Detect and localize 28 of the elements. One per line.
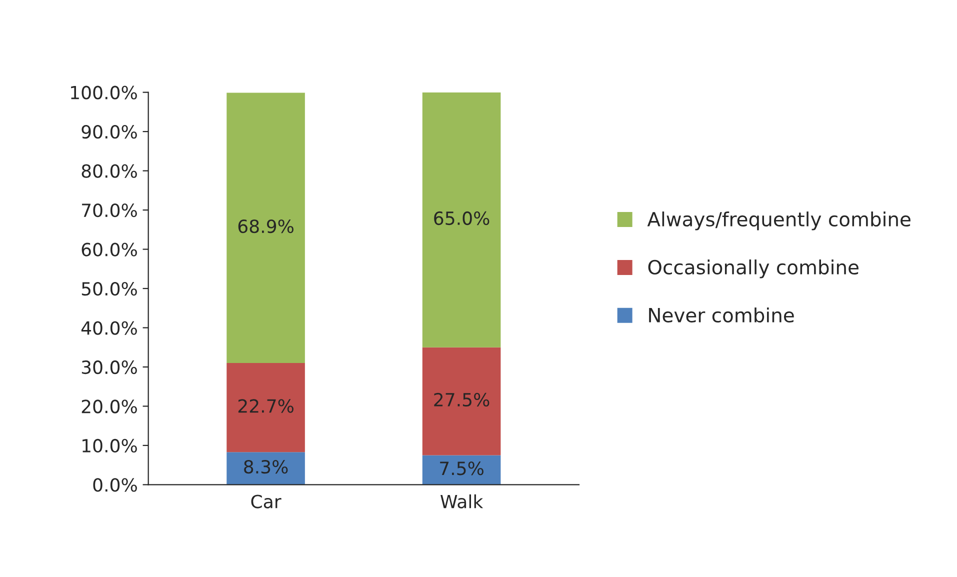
- y-tick-label: 0.0%: [93, 478, 137, 492]
- bar: [422, 92, 501, 348]
- x-tick-label: Car: [251, 494, 282, 508]
- x-tick-label: Walk: [440, 494, 484, 508]
- bar: [422, 455, 501, 485]
- y-tick-label: 20.0%: [82, 400, 137, 414]
- y-tick-label: 60.0%: [82, 242, 137, 256]
- legend-label: Never combine: [649, 307, 794, 323]
- y-tick-label: 40.0%: [81, 321, 137, 335]
- data-label: 65.0%: [434, 211, 490, 226]
- data-label: 27.5%: [434, 392, 490, 407]
- y-tick-label: 100.0%: [71, 86, 137, 100]
- data-label: 68.9%: [238, 219, 294, 234]
- legend-label: Always/frequently combine: [647, 211, 910, 230]
- y-tick-label: 70.0%: [82, 203, 137, 218]
- bar: [226, 452, 305, 485]
- y-tick-label: 30.0%: [82, 360, 137, 374]
- bar: [226, 363, 305, 452]
- y-tick-label: 90.0%: [82, 125, 137, 139]
- y-tick-label: 80.0%: [82, 164, 137, 178]
- y-tick-label: 10.0%: [82, 438, 137, 453]
- data-label: 7.5%: [440, 462, 484, 476]
- bar: [226, 92, 305, 364]
- data-label: 22.7%: [238, 399, 294, 413]
- bar: [422, 347, 501, 456]
- data-label: 8.3%: [244, 460, 288, 474]
- legend-label: Occasionally combine: [648, 259, 858, 278]
- y-tick-label: 50.0%: [82, 282, 137, 296]
